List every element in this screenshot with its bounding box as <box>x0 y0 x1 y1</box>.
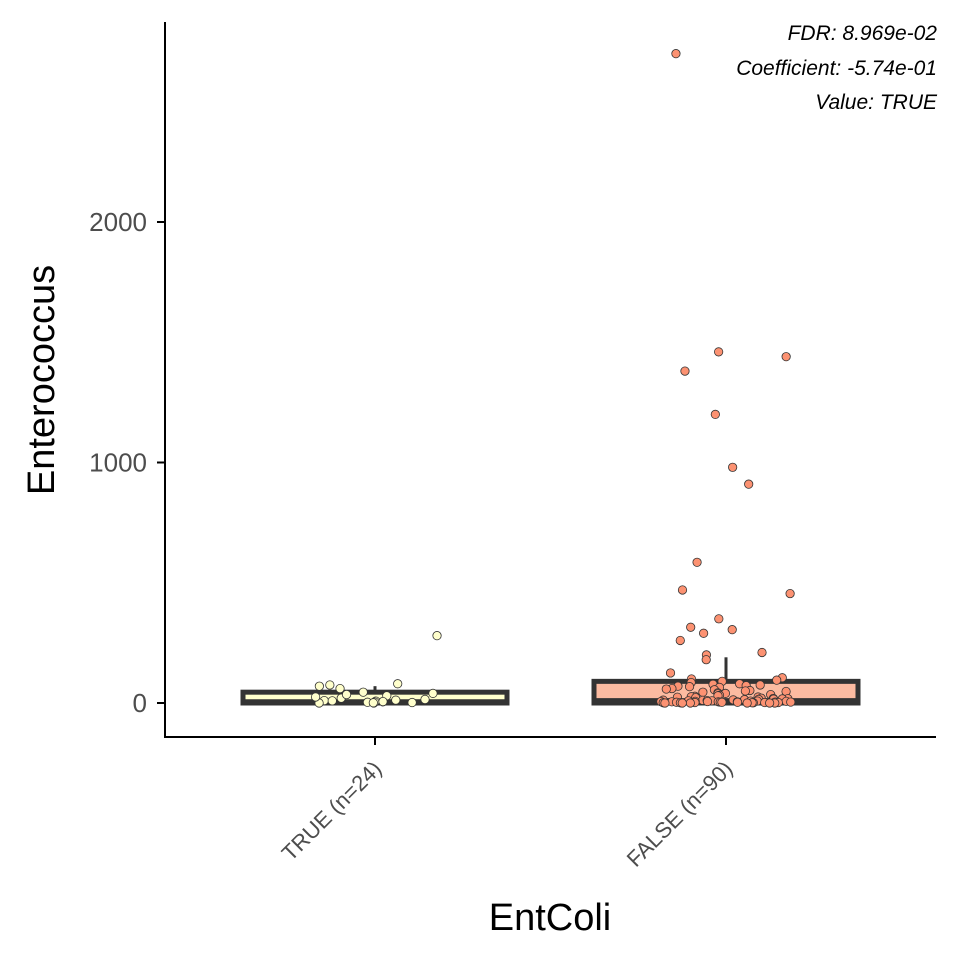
data-point <box>327 696 337 706</box>
data-point <box>675 635 685 646</box>
data-point <box>755 680 765 690</box>
data-point <box>686 622 696 632</box>
y-tick-label: 2000 <box>89 207 147 237</box>
data-point <box>714 614 724 624</box>
data-point <box>660 698 670 708</box>
data-point <box>781 352 791 362</box>
data-point <box>692 557 702 567</box>
data-point <box>698 687 708 697</box>
x-axis-title: EntColi <box>489 897 612 939</box>
data-point <box>661 684 671 694</box>
data-point <box>732 697 743 707</box>
annotation-coefficient: Coefficient: -5.74e-01 <box>736 57 937 80</box>
data-point <box>677 698 687 708</box>
data-point <box>740 686 750 696</box>
data-point <box>311 692 321 702</box>
data-point <box>677 585 688 595</box>
data-point <box>714 347 724 357</box>
axes <box>164 22 936 738</box>
data-point <box>314 681 324 691</box>
data-point <box>680 366 690 376</box>
point-layer <box>311 49 796 708</box>
data-point <box>432 631 442 641</box>
data-point <box>393 679 403 689</box>
data-point <box>671 49 681 59</box>
data-point <box>325 680 335 690</box>
y-axis-title: Enterococcus <box>21 265 63 495</box>
data-point <box>358 687 368 697</box>
data-point <box>685 698 695 708</box>
data-point <box>786 697 796 707</box>
data-point <box>785 588 795 599</box>
data-point <box>757 647 767 658</box>
data-point <box>684 682 695 692</box>
data-point <box>341 689 352 700</box>
x-ticks: TRUE (n=24) FALSE (n=90) <box>277 737 738 872</box>
y-tick-label: 0 <box>133 688 147 718</box>
annotation-value: Value: TRUE <box>815 91 938 114</box>
data-point <box>710 409 720 419</box>
box-layer <box>240 657 861 706</box>
data-point <box>391 695 401 705</box>
y-ticks: 0 1000 2000 <box>89 207 165 718</box>
data-point <box>407 697 417 708</box>
data-point <box>702 696 713 707</box>
data-point <box>378 696 388 707</box>
data-point <box>699 628 709 638</box>
data-point <box>368 698 378 708</box>
y-tick-label: 1000 <box>89 448 147 478</box>
x-tick-label: TRUE (n=24) <box>277 756 387 866</box>
data-point <box>742 698 752 708</box>
data-point <box>765 698 775 708</box>
data-point <box>772 675 782 685</box>
data-point <box>428 688 438 698</box>
data-point <box>665 668 676 678</box>
annotation-fdr: FDR: 8.969e-02 <box>788 22 938 45</box>
x-tick-label: FALSE (n=90) <box>622 756 738 872</box>
data-point <box>335 683 345 694</box>
data-point <box>727 625 737 635</box>
data-point <box>744 479 754 489</box>
data-point <box>717 697 727 707</box>
data-point <box>420 694 430 704</box>
data-point <box>728 462 738 472</box>
data-point <box>701 655 711 665</box>
